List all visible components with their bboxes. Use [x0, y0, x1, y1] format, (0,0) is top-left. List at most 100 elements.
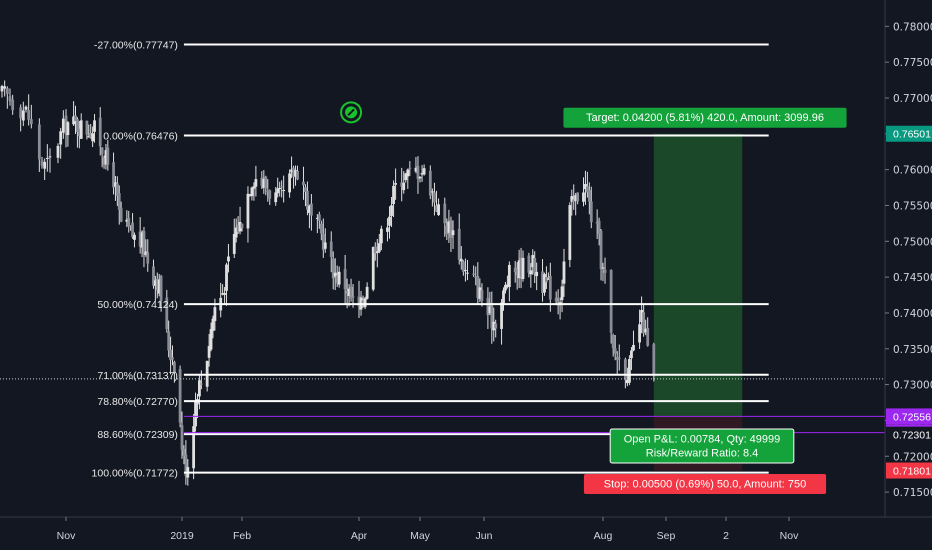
candle-body [335, 275, 339, 284]
candle [282, 175, 286, 203]
candle [466, 259, 469, 281]
candle-body [133, 234, 136, 240]
candle-body [562, 261, 566, 284]
candle [486, 287, 490, 330]
candle-body [472, 273, 476, 275]
candle-body [478, 287, 482, 299]
candle [302, 166, 305, 200]
fib-level-label: 50.00%(0.74124) [97, 299, 178, 311]
candle-body [223, 293, 226, 295]
candle [640, 296, 644, 334]
candle [252, 182, 256, 201]
candle [104, 144, 108, 170]
candle [91, 126, 95, 148]
time-tick-label: 2 [723, 530, 729, 542]
candle-body [104, 150, 108, 165]
candle [562, 248, 566, 297]
time-tick-label: 2019 [170, 530, 194, 542]
candle [543, 272, 546, 296]
candle [199, 370, 203, 390]
candle-body [582, 192, 585, 202]
candle-body [140, 232, 144, 248]
candle-body [329, 241, 333, 257]
candle-body [250, 187, 254, 197]
candle-body [11, 99, 15, 111]
candle [304, 184, 307, 207]
candle-body [310, 203, 313, 216]
candle [445, 218, 449, 241]
candle-body [519, 257, 523, 278]
candle [146, 239, 150, 272]
time-axis[interactable]: Nov 2019 Feb Apr May Jun Aug Sep 2 Nov [0, 516, 932, 542]
candle-body [587, 190, 591, 202]
candle [541, 259, 544, 302]
candle [472, 265, 476, 278]
candle [268, 189, 272, 206]
candle-body [642, 312, 646, 334]
candle [400, 167, 404, 202]
stop-label-box[interactable]: Stop: 0.00500 (0.69%) 50.0, Amount: 750 [583, 474, 827, 494]
candle-body [615, 356, 619, 360]
position-tool-layer[interactable]: Target: 0.04200 (5.81%) 420.0, Amount: 3… [563, 107, 847, 494]
candle-body [0, 86, 4, 92]
candle-body [76, 119, 79, 133]
candle [582, 177, 585, 207]
candle-body [56, 145, 60, 158]
candle [45, 144, 49, 172]
candle-body [155, 278, 159, 291]
candle [64, 109, 68, 148]
candle-body [40, 160, 44, 166]
candle [115, 176, 119, 207]
candle [609, 269, 613, 344]
candle-body [91, 133, 95, 142]
target-zone [653, 133, 743, 417]
candle-body [361, 300, 365, 305]
candle [131, 213, 134, 239]
candle-body [570, 196, 574, 202]
candle-body [638, 324, 641, 343]
candle [178, 365, 182, 428]
candle [211, 315, 215, 339]
target-label-box-text: Target: 0.04200 (5.81%) 420.0, Amount: 3… [586, 112, 824, 124]
candle-body [517, 260, 521, 279]
candle [379, 225, 383, 251]
candle-body [435, 205, 438, 212]
candle [357, 280, 361, 319]
candle-body [574, 195, 578, 201]
candle [337, 266, 341, 288]
open-pnl-box[interactable]: Open P&L: 0.00784, Qty: 49999 Risk/Reward… [609, 428, 795, 464]
target-label-box-bg [563, 107, 847, 128]
candle [155, 272, 159, 299]
candle-body [521, 257, 525, 279]
candle [40, 156, 44, 169]
candle [517, 249, 521, 288]
candle-body [167, 331, 171, 351]
candle-body [494, 323, 498, 329]
candle-body [213, 307, 217, 322]
candle [587, 182, 591, 215]
candle-body [146, 252, 150, 264]
candle [180, 411, 184, 459]
price-axis[interactable]: 0.780000.775000.770000.765000.760000.755… [884, 0, 932, 517]
candle [140, 230, 144, 258]
candle [343, 254, 347, 305]
candle-body [347, 288, 351, 296]
candle [98, 107, 102, 156]
target-label-box[interactable]: Target: 0.04200 (5.81%) 420.0, Amount: 3… [563, 107, 847, 128]
candle [225, 262, 228, 306]
candle-body [232, 233, 236, 254]
fib-retracement-layer[interactable]: -27.00%(0.77747) 0.00%(0.76476) 50.00%(0.7… [92, 39, 769, 480]
candle-body [451, 230, 455, 236]
candle-body [584, 184, 587, 190]
candle-body [199, 383, 203, 385]
candle [165, 289, 169, 333]
candle [459, 246, 463, 270]
candle-body [144, 251, 148, 255]
candle [296, 165, 299, 181]
candle [142, 227, 146, 268]
candle-body [640, 310, 644, 323]
